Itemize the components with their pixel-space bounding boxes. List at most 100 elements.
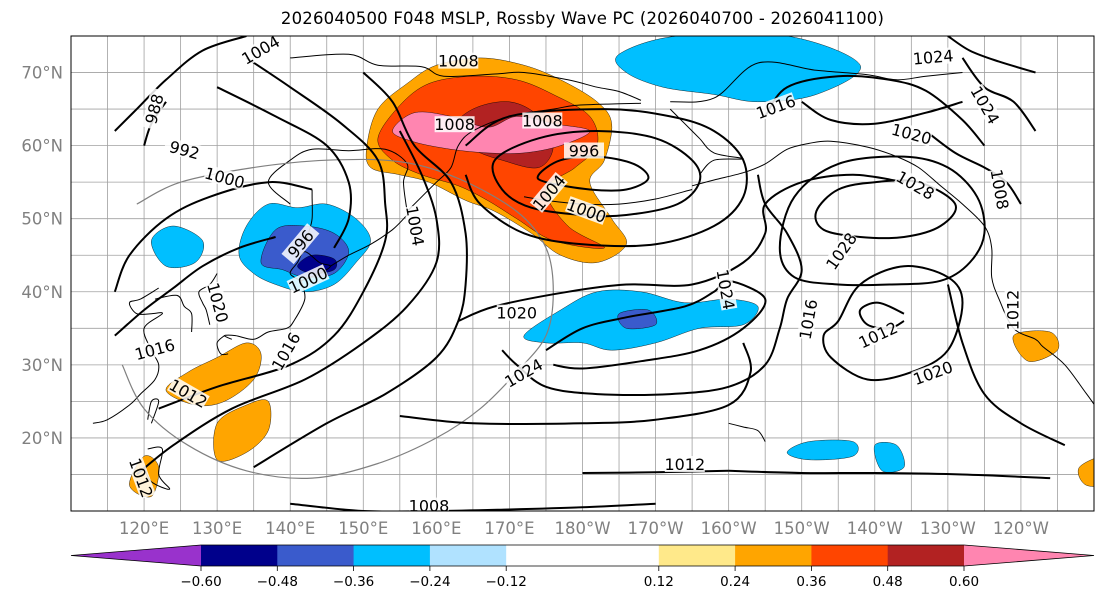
longitude-labels: 120°E 130°E 140°E 150°E 160°E 170°E 180°W 170°W… — [119, 519, 1049, 538]
isobar-label-group: 1020 — [496, 304, 537, 323]
colorbar-segment — [735, 545, 812, 566]
coastline-korea-west — [154, 294, 193, 333]
map-frame — [70, 35, 1095, 512]
lat-label-50: 50°N — [21, 210, 63, 229]
isobar-label-bg — [911, 358, 955, 388]
isobar-line — [399, 342, 753, 425]
isobar-label: 1012 — [664, 455, 705, 474]
isobar-label-bg — [522, 112, 563, 129]
lon-label: 120°W — [993, 519, 1049, 538]
lon-label: 160°W — [701, 519, 757, 538]
isobar-label-group: 1008 — [434, 115, 475, 134]
lon-label: 170°W — [628, 519, 684, 538]
colorbar-tick-label: 0.60 — [949, 574, 979, 590]
isobar-label-bg — [856, 318, 900, 351]
isobar-line — [801, 100, 963, 126]
isobar-label-bg — [664, 456, 705, 472]
isobar-label: 1024 — [912, 46, 954, 68]
isobar-label-bg — [823, 230, 860, 272]
isobar-label-bg — [133, 336, 177, 363]
isobar-line — [216, 86, 352, 249]
lon-label: 180°W — [554, 519, 610, 538]
colorbar-tick-label: −0.48 — [257, 574, 298, 590]
isobar-label-bg — [564, 142, 604, 159]
coastline-korea — [198, 273, 218, 325]
isobar-label-bg — [268, 329, 303, 373]
isobar-label: 1008 — [522, 112, 563, 131]
colorbar-tick-label: 0.36 — [796, 574, 826, 590]
lat-label-20: 20°N — [21, 429, 63, 448]
lon-label: 130°W — [920, 519, 976, 538]
isobar-label-bg — [163, 136, 206, 163]
isobar-label-bg — [404, 204, 427, 247]
isobar-label-bg — [912, 47, 954, 67]
great-circle — [121, 158, 554, 479]
great-circle-path — [121, 158, 554, 479]
colorbar-segment — [429, 545, 507, 566]
isobar-label-group: 1008 — [409, 497, 449, 511]
isobar-label-bg — [286, 264, 330, 296]
isobar-label-group: 996 — [564, 142, 604, 161]
isobar-line — [457, 173, 905, 322]
isobar-label-bg — [409, 497, 449, 511]
isobar-line — [501, 174, 803, 396]
lon-label: 160°E — [411, 519, 461, 538]
anomaly-region — [1077, 458, 1094, 487]
isobar-label-bg — [968, 83, 1003, 127]
anomaly-region — [615, 36, 861, 103]
isobar-label-bg — [529, 171, 568, 213]
isobar-line — [778, 155, 986, 287]
colorbar-segment — [277, 545, 355, 566]
isobar-label-group: 1008 — [522, 112, 563, 131]
isobar-line — [253, 71, 468, 469]
colorbar-tick-label: 0.48 — [873, 574, 903, 590]
isobar-label-bg — [988, 168, 1012, 211]
colorbar-tick-label: 0.24 — [720, 574, 750, 590]
isobar-label-bg — [239, 36, 282, 67]
latitude-labels: 70°N 60°N 50°N 40°N 30°N 20°N — [21, 64, 63, 448]
isobar-line — [113, 181, 313, 293]
isobar-line — [822, 265, 964, 382]
isobar-label: 1020 — [496, 304, 537, 323]
isobar-line — [728, 469, 1051, 480]
lon-label: 150°W — [774, 519, 830, 538]
isobar-label-bg — [496, 304, 537, 321]
lat-label-60: 60°N — [21, 137, 63, 156]
isobar-line — [158, 57, 389, 410]
colorbar-tick-label: −0.24 — [409, 574, 450, 590]
lon-label: 170°E — [484, 519, 534, 538]
isobar-label-group: 1012 — [664, 455, 705, 474]
isobar-label-bg — [141, 87, 167, 131]
isobar-label-bg — [438, 52, 479, 69]
isobar-label: 1012 — [1004, 290, 1023, 331]
lon-label: 140°E — [265, 519, 315, 538]
isobar-label-bg — [167, 376, 210, 411]
colorbar-segment — [353, 545, 431, 566]
colorbar-segment — [201, 545, 278, 566]
isobar-label: 1008 — [438, 52, 479, 71]
isobar-line — [114, 36, 247, 132]
isobar-line — [114, 236, 276, 337]
lon-label: 140°W — [847, 519, 903, 538]
isobar-label-bg — [894, 168, 937, 202]
colorbar-tick-label: −0.12 — [486, 574, 527, 590]
anomaly-region — [151, 225, 204, 268]
coastline-honshu — [223, 280, 306, 340]
isobar-line — [491, 129, 702, 218]
coastline-alaska-south — [691, 140, 1094, 406]
colorbar-segment — [506, 545, 660, 566]
isobar-label-bg — [796, 298, 820, 341]
colorbar-segment — [887, 545, 965, 566]
isobar-line — [961, 57, 1037, 132]
isobar-line — [814, 179, 957, 240]
isobar-label-bg — [203, 164, 247, 191]
isobar-line — [925, 130, 1022, 205]
coastline-hawaii — [728, 422, 766, 442]
isobar-label-bg — [1004, 290, 1021, 330]
mslp-contours — [113, 36, 1066, 511]
isobar-line — [136, 130, 441, 476]
isobar-label-bg — [434, 116, 475, 133]
colorbar-segment — [811, 545, 889, 566]
isobar-label-bg — [714, 268, 738, 311]
